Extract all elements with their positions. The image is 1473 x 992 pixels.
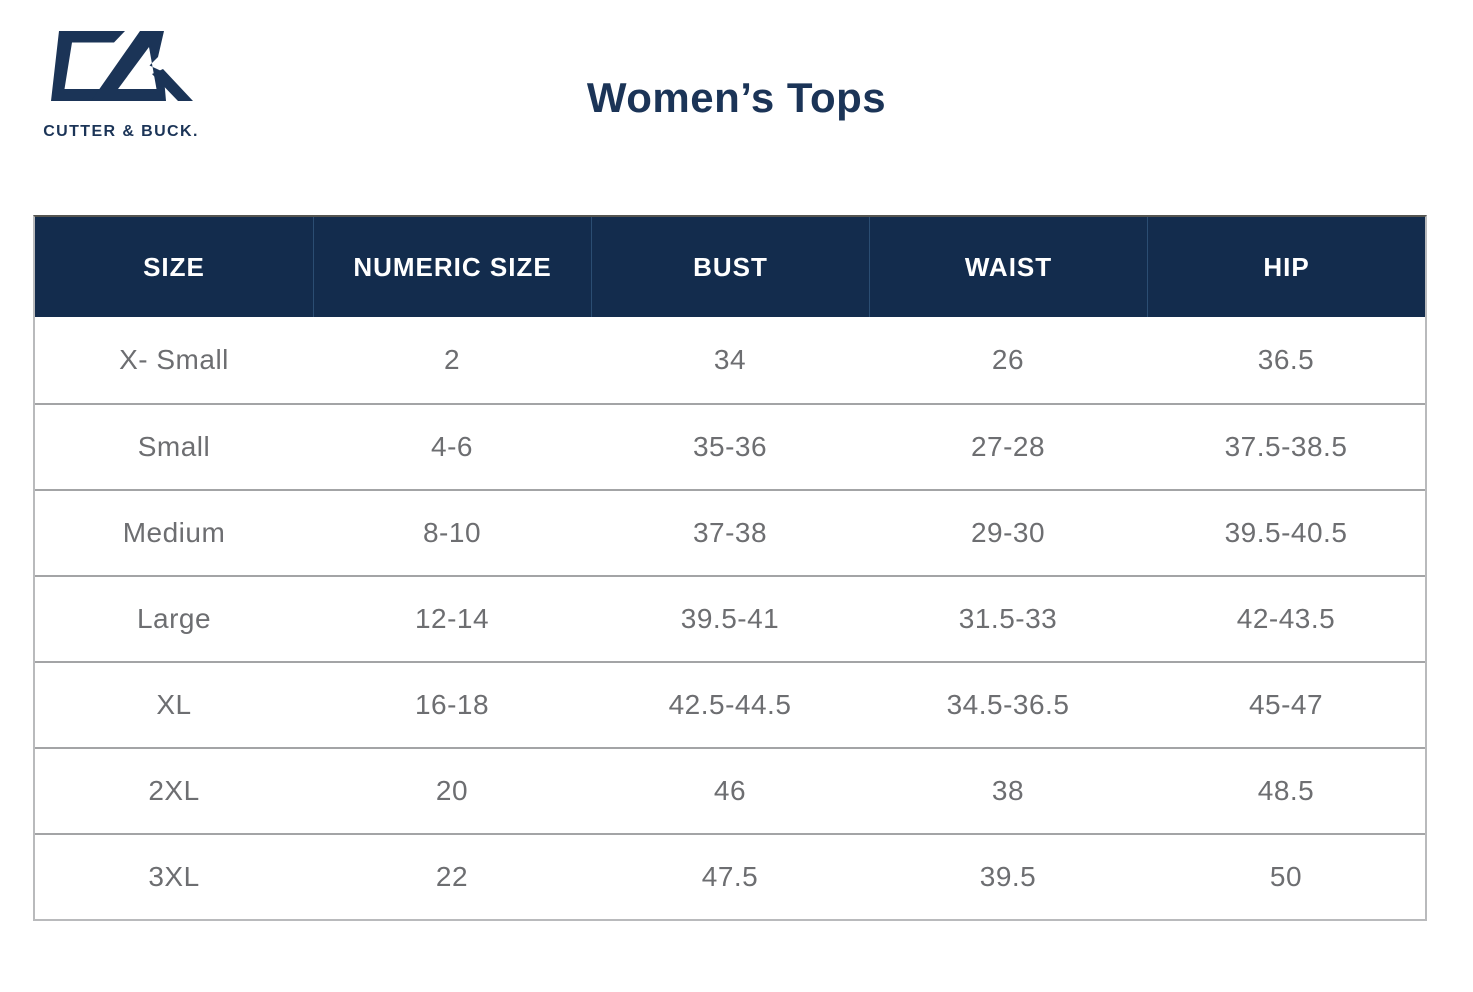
- table-row: X- Small 2 34 26 36.5: [35, 317, 1425, 403]
- table-cell: 42.5-44.5: [591, 661, 869, 747]
- table-cell: 45-47: [1147, 661, 1425, 747]
- table-cell: 8-10: [313, 489, 591, 575]
- table-cell: 22: [313, 833, 591, 919]
- table-cell: 46: [591, 747, 869, 833]
- table-cell: 34.5-36.5: [869, 661, 1147, 747]
- table-cell: 12-14: [313, 575, 591, 661]
- table-cell: 20: [313, 747, 591, 833]
- table-cell: 36.5: [1147, 317, 1425, 403]
- table-cell: 34: [591, 317, 869, 403]
- table-cell: 27-28: [869, 403, 1147, 489]
- table-cell: 47.5: [591, 833, 869, 919]
- table-row: 3XL 22 47.5 39.5 50: [35, 833, 1425, 919]
- table-cell: 39.5-40.5: [1147, 489, 1425, 575]
- table-cell: Large: [35, 575, 313, 661]
- table-header-row: SIZE NUMERIC SIZE BUST WAIST HIP: [35, 217, 1425, 317]
- table-row: 2XL 20 46 38 48.5: [35, 747, 1425, 833]
- page-title: Women’s Tops: [586, 74, 887, 121]
- table-cell: 16-18: [313, 661, 591, 747]
- table-cell: 38: [869, 747, 1147, 833]
- table-cell: 39.5: [869, 833, 1147, 919]
- column-header-hip: HIP: [1147, 217, 1425, 317]
- table-cell: 48.5: [1147, 747, 1425, 833]
- table-cell: 37-38: [591, 489, 869, 575]
- column-header-size: SIZE: [35, 217, 313, 317]
- table-row: Medium 8-10 37-38 29-30 39.5-40.5: [35, 489, 1425, 575]
- table-cell: 31.5-33: [869, 575, 1147, 661]
- column-header-waist: WAIST: [869, 217, 1147, 317]
- table-body: X- Small 2 34 26 36.5 Small 4-6 35-36 27-28 37.5-…: [35, 317, 1425, 919]
- table-cell: 37.5-38.5: [1147, 403, 1425, 489]
- column-header-numeric-size: NUMERIC SIZE: [313, 217, 591, 317]
- table-cell: Medium: [35, 489, 313, 575]
- table-cell: XL: [35, 661, 313, 747]
- size-chart-table: SIZE NUMERIC SIZE BUST WAIST HIP X- Small 2 34…: [33, 215, 1427, 921]
- table-row: XL 16-18 42.5-44.5 34.5-36.5 45-47: [35, 661, 1425, 747]
- table-cell: 42-43.5: [1147, 575, 1425, 661]
- table-cell: 35-36: [591, 403, 869, 489]
- table-head: SIZE NUMERIC SIZE BUST WAIST HIP: [35, 217, 1425, 317]
- table-cell: 4-6: [313, 403, 591, 489]
- table-cell: 3XL: [35, 833, 313, 919]
- brand-logo: CUTTER & BUCK.: [40, 30, 202, 141]
- table-cell: 26: [869, 317, 1147, 403]
- table-cell: 2XL: [35, 747, 313, 833]
- table-row: Large 12-14 39.5-41 31.5-33 42-43.5: [35, 575, 1425, 661]
- table-cell: 39.5-41: [591, 575, 869, 661]
- table-cell: Small: [35, 403, 313, 489]
- cutter-buck-logo-icon: [51, 31, 193, 101]
- table-cell: 29-30: [869, 489, 1147, 575]
- column-header-bust: BUST: [591, 217, 869, 317]
- table-cell: 50: [1147, 833, 1425, 919]
- table-row: Small 4-6 35-36 27-28 37.5-38.5: [35, 403, 1425, 489]
- table-cell: 2: [313, 317, 591, 403]
- table-cell: X- Small: [35, 317, 313, 403]
- brand-wordmark: CUTTER & BUCK.: [43, 123, 199, 140]
